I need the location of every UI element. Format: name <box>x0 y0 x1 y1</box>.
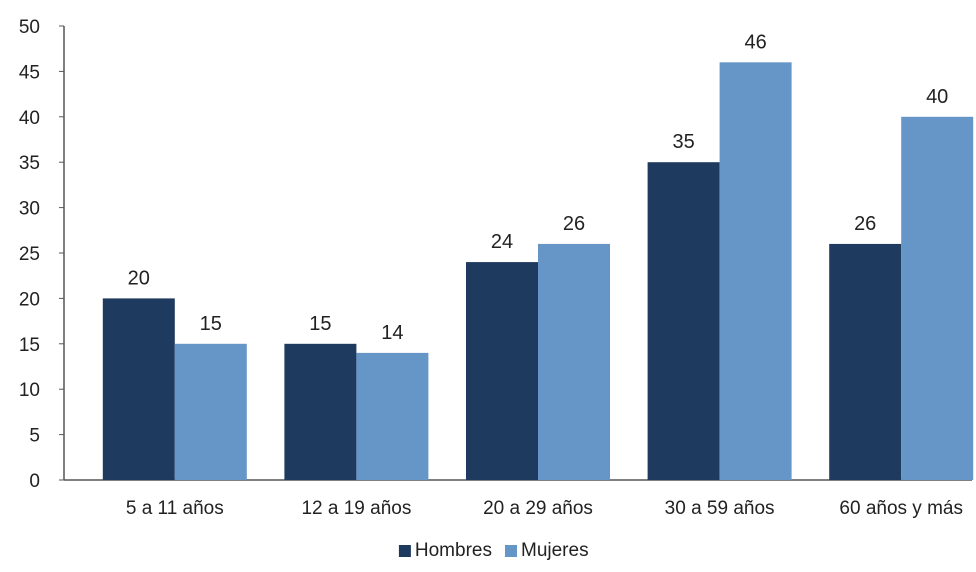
x-category-label: 30 a 59 años <box>665 498 775 519</box>
y-tick-label: 50 <box>19 17 40 38</box>
data-label: 15 <box>309 313 331 335</box>
legend: Hombres Mujeres <box>398 540 589 561</box>
x-category-label: 20 a 29 años <box>483 498 593 519</box>
y-axis: 0 5 10 15 20 25 30 35 40 45 50 <box>19 17 65 492</box>
data-labels: 20 15 15 14 24 26 35 46 26 40 <box>128 31 949 344</box>
bar-hombres <box>102 298 175 480</box>
y-tick-label: 30 <box>19 199 40 220</box>
y-tick-label: 25 <box>19 244 40 265</box>
y-tick-label: 45 <box>19 62 40 83</box>
y-tick-label: 20 <box>19 289 40 310</box>
legend-swatch-mujeres <box>505 545 517 557</box>
data-label: 14 <box>381 322 403 344</box>
data-label: 24 <box>491 231 513 253</box>
legend-label: Mujeres <box>521 540 589 561</box>
x-category-label: 5 a 11 años <box>126 498 224 519</box>
bar-hombres <box>284 343 357 480</box>
legend-swatch-hombres <box>398 545 411 557</box>
bar-mujeres <box>901 116 974 481</box>
bar-mujeres <box>356 352 429 480</box>
x-category-label: 60 años y más <box>839 498 963 519</box>
y-tick-label: 40 <box>19 108 40 129</box>
data-label: 35 <box>672 131 694 153</box>
data-label: 26 <box>563 213 585 235</box>
data-label: 40 <box>926 86 948 108</box>
y-tick-label: 15 <box>19 335 40 356</box>
data-label: 46 <box>744 31 766 53</box>
bar-mujeres <box>538 243 610 480</box>
data-label: 15 <box>200 313 222 335</box>
y-tick-label: 5 <box>29 426 40 447</box>
data-label: 20 <box>128 267 150 289</box>
y-tick-label: 10 <box>19 380 40 401</box>
x-axis: 5 a 11 años 12 a 19 años 20 a 29 años 30 a … <box>64 479 972 519</box>
bar-mujeres <box>719 62 792 480</box>
bar-hombres <box>829 243 902 480</box>
bars <box>102 62 974 481</box>
bar-mujeres <box>174 343 247 480</box>
legend-label: Hombres <box>415 540 492 561</box>
x-category-label: 12 a 19 años <box>301 498 411 519</box>
data-label: 26 <box>854 213 876 235</box>
bar-hombres <box>647 162 720 480</box>
y-tick-label: 35 <box>19 153 40 174</box>
y-tick-label: 0 <box>29 471 40 492</box>
bar-hombres <box>466 262 538 480</box>
